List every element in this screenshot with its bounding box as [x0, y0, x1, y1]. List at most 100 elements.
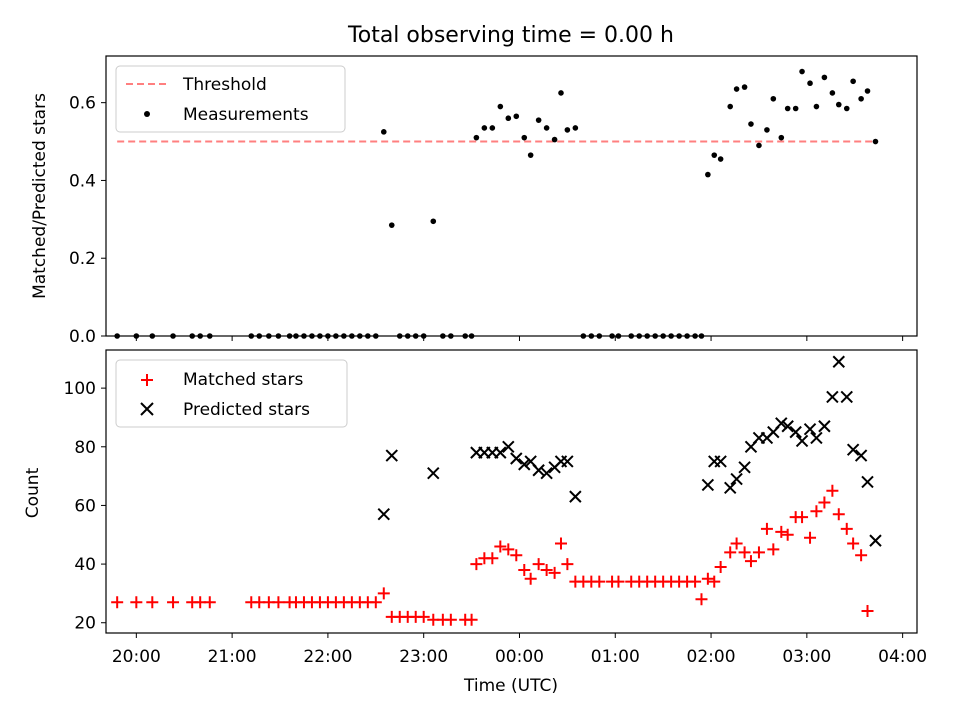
predicted-star-point	[714, 455, 727, 468]
predicted-star-point	[840, 390, 853, 404]
matched-star-point	[738, 546, 751, 559]
measurement-point	[527, 152, 534, 158]
matched-star-point	[689, 575, 702, 588]
measurement-point	[380, 129, 387, 135]
predicted-star-point	[803, 422, 817, 436]
bottom-axis-ticks: 20 40 60 80 100 20:00 21:00 22:00 23:00 00:00 01:0…	[64, 379, 928, 667]
matched-star-point	[714, 561, 727, 574]
measurement-point	[572, 125, 579, 131]
bottom-axes-frame	[105, 349, 918, 634]
matched-star-point	[554, 537, 567, 550]
measurement-point	[864, 88, 871, 94]
matched-star-point	[612, 575, 625, 588]
x-tick-label-23-00: 23:00	[399, 647, 448, 667]
measurement-point	[564, 127, 571, 133]
matched-star-point	[494, 540, 507, 553]
predicted-star-point	[724, 481, 737, 495]
x-tick-label-01-00: 01:00	[591, 647, 640, 667]
measurement-point	[792, 105, 799, 112]
x-tick-label-03-00: 03:00	[782, 647, 831, 667]
count-points	[111, 355, 882, 626]
matched-star-point	[548, 566, 561, 579]
matched-star-point	[532, 558, 545, 571]
measurement-point	[756, 142, 762, 149]
predicted-star-point	[540, 466, 553, 480]
bottom-y-tick-label: 60	[74, 496, 96, 516]
matched-star-point	[760, 522, 773, 535]
matched-star-point	[695, 593, 708, 606]
matched-star-point	[826, 484, 839, 497]
predicted-star-point	[832, 355, 845, 368]
predicted-star-point	[701, 478, 715, 492]
x-tick-label-04-00: 04:00	[878, 647, 927, 667]
measurement-point	[784, 105, 791, 112]
bottom-y-tick-label: 20	[74, 614, 96, 634]
bottom-x-axis-label: Time (UTC)	[463, 676, 558, 696]
matched-star-point	[767, 543, 780, 556]
predicted-star-point	[730, 472, 743, 486]
count-panel: Count Time (UTC) 20 40 60 80 100 20:00 21:00 22…	[23, 349, 928, 696]
chart-title: Total observing time = 0.00 h	[347, 23, 674, 48]
measurement-point	[872, 138, 879, 145]
matched-star-point	[775, 525, 788, 538]
matched-star-point	[730, 537, 743, 550]
x-tick-label-21-00: 21:00	[208, 647, 257, 667]
predicted-star-point	[781, 420, 794, 433]
measurement-point	[727, 103, 734, 110]
predicted-star-point	[789, 425, 802, 439]
matched-star-point	[861, 605, 874, 618]
measurement-point	[558, 90, 564, 96]
measurement-point	[705, 171, 711, 178]
measurement-point	[717, 156, 724, 162]
matched-legend-label: Matched stars	[183, 370, 303, 390]
measurement-point	[430, 218, 437, 225]
matched-star-point	[752, 546, 765, 559]
matched-star-point	[167, 596, 180, 609]
matched-star-point	[130, 596, 143, 609]
measurement-point	[835, 101, 842, 108]
predicted-star-point	[569, 490, 582, 503]
measurement-point	[733, 86, 740, 92]
matched-star-point	[796, 511, 809, 524]
measurements-legend-label: Measurements	[183, 105, 309, 125]
matched-star-point	[146, 596, 159, 609]
bottom-y-tick-label: 80	[74, 438, 96, 458]
ratio-panel: Matched/Predicted stars 0.0 0.2 0.4 0.6 Thr…	[30, 55, 918, 347]
matched-star-point	[708, 575, 721, 588]
predicted-star-point	[510, 452, 523, 465]
predicted-star-point	[846, 443, 860, 456]
top-axis-ticks: 0.0 0.2 0.4 0.6	[69, 94, 904, 347]
predicted-star-point	[818, 420, 831, 433]
x-tick-label-02-00: 02:00	[687, 647, 736, 667]
bottom-y-tick-label: 100	[64, 379, 96, 399]
measurement-point	[799, 68, 805, 75]
bottom-legend-box	[115, 359, 348, 428]
matched-star-point	[781, 528, 794, 541]
matched-star-point	[847, 537, 860, 550]
matched-star-point	[818, 496, 831, 509]
top-y-tick-label: 0.4	[69, 171, 96, 191]
measurement-point	[513, 113, 520, 120]
matched-star-point	[518, 563, 531, 576]
matched-star-point	[804, 531, 817, 544]
measurement-point	[388, 222, 395, 228]
x-tick-label-20-00: 20:00	[112, 647, 161, 667]
matched-star-point	[810, 505, 823, 518]
top-y-tick-label: 0.6	[69, 94, 96, 114]
predicted-legend-label: Predicted stars	[183, 400, 310, 420]
measurements-legend-swatch	[144, 111, 150, 117]
predicted-star-point	[532, 464, 545, 477]
matched-star-point	[510, 549, 523, 562]
matched-star-point	[272, 596, 285, 609]
matched-star-point	[111, 596, 124, 609]
x-tick-label-00-00: 00:00	[495, 647, 544, 667]
matched-star-point	[470, 558, 483, 571]
predicted-star-point	[854, 449, 868, 462]
top-axes-frame	[105, 55, 918, 337]
predicted-star-point	[385, 449, 398, 462]
predicted-star-point	[377, 508, 390, 521]
measurement-point	[829, 90, 836, 96]
matched-star-point	[203, 596, 216, 609]
predicted-star-point	[861, 475, 874, 489]
